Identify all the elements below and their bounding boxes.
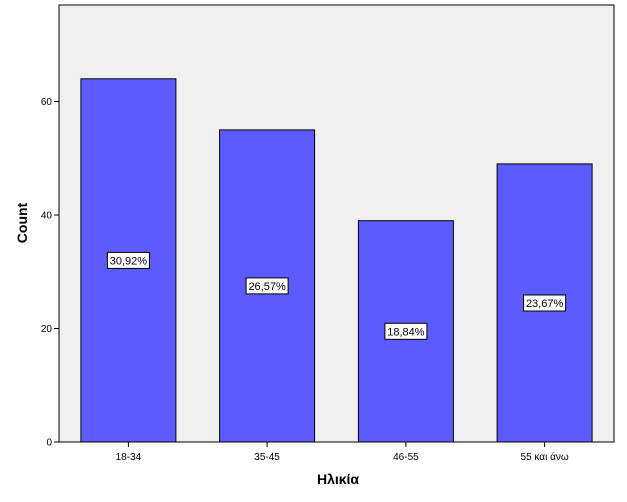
- y-axis-title: Count: [14, 202, 30, 243]
- data-label-text: 30,92%: [110, 255, 148, 267]
- data-label-box: [523, 294, 567, 312]
- y-tick-label: 20: [41, 324, 53, 335]
- data-label-box: [106, 251, 150, 269]
- y-axis: 0 20 40 60: [41, 97, 59, 449]
- y-tick-label: 40: [41, 211, 53, 222]
- x-axis-title: Ηλικία: [317, 471, 359, 487]
- data-label-2: 26,57%: [245, 277, 289, 295]
- data-label-box: [384, 322, 428, 340]
- data-label-4: 23,67%: [523, 294, 567, 312]
- x-tick-label: 18-34: [116, 452, 142, 463]
- x-axis: 18-34 35-45 46-55 55 και άνω: [116, 442, 569, 463]
- data-label-text: 23,67%: [526, 298, 564, 310]
- data-label-3: 18,84%: [384, 322, 428, 340]
- data-labels-layer: 30,92% 26,57% 18,84% 23,67%: [106, 251, 567, 340]
- y-tick-label: 0: [46, 438, 52, 449]
- data-label-text: 18,84%: [387, 326, 425, 338]
- data-label-1: 30,92%: [106, 251, 150, 269]
- x-tick-label: 46-55: [393, 452, 419, 463]
- data-label-box: [245, 277, 289, 295]
- x-tick-label: 35-45: [254, 452, 280, 463]
- x-tick-label: 55 και άνω: [521, 451, 569, 463]
- data-label-text: 26,57%: [248, 281, 286, 293]
- y-tick-label: 60: [41, 97, 53, 108]
